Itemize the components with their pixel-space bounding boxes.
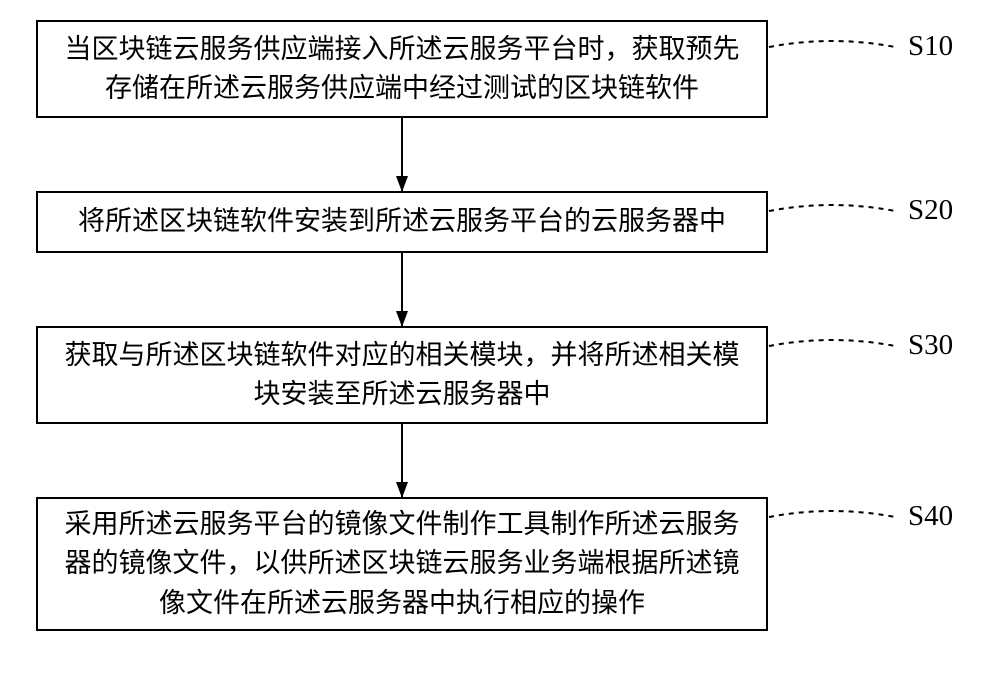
dash-connector	[769, 41, 895, 47]
step-label-s10: S10	[908, 30, 953, 63]
flowchart-node-s10: 当区块链云服务供应端接入所述云服务平台时，获取预先存储在所述云服务供应端中经过测…	[36, 20, 768, 118]
flowchart-node-text: 采用所述云服务平台的镜像文件制作工具制作所述云服务器的镜像文件，以供所述区块链云…	[56, 505, 748, 622]
flowchart-node-s40: 采用所述云服务平台的镜像文件制作工具制作所述云服务器的镜像文件，以供所述区块链云…	[36, 497, 768, 631]
step-label-s40: S40	[908, 500, 953, 533]
step-label-s30: S30	[908, 329, 953, 362]
flowchart-node-text: 获取与所述区块链软件对应的相关模块，并将所述相关模块安装至所述云服务器中	[56, 336, 748, 414]
flowchart-canvas: 当区块链云服务供应端接入所述云服务平台时，获取预先存储在所述云服务供应端中经过测…	[0, 0, 1000, 676]
flowchart-node-text: 当区块链云服务供应端接入所述云服务平台时，获取预先存储在所述云服务供应端中经过测…	[56, 30, 748, 108]
dash-connector	[769, 511, 895, 517]
dash-connector	[769, 205, 895, 211]
flowchart-node-s30: 获取与所述区块链软件对应的相关模块，并将所述相关模块安装至所述云服务器中	[36, 326, 768, 424]
flowchart-node-text: 将所述区块链软件安装到所述云服务平台的云服务器中	[78, 202, 726, 241]
dash-connector	[769, 340, 895, 346]
flowchart-node-s20: 将所述区块链软件安装到所述云服务平台的云服务器中	[36, 191, 768, 253]
step-label-s20: S20	[908, 194, 953, 227]
